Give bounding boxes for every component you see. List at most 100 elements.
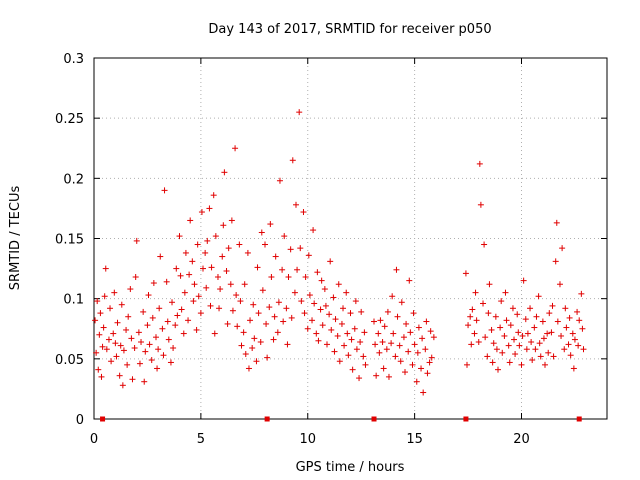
- baseline-marker: [264, 416, 270, 422]
- data-point: [250, 301, 257, 308]
- data-point: [492, 313, 499, 320]
- data-point: [402, 369, 409, 376]
- data-point: [562, 305, 569, 312]
- data-point: [228, 217, 235, 224]
- data-point: [343, 289, 350, 296]
- data-point: [537, 353, 544, 360]
- data-point: [383, 346, 390, 353]
- data-point: [335, 281, 342, 288]
- data-point: [207, 302, 214, 309]
- data-point: [119, 382, 126, 389]
- data-point: [138, 338, 145, 345]
- data-point: [185, 317, 192, 324]
- data-point: [542, 361, 549, 368]
- data-point: [241, 281, 248, 288]
- data-point: [244, 249, 251, 256]
- data-point: [100, 324, 107, 331]
- data-point: [502, 289, 509, 296]
- data-point: [561, 346, 568, 353]
- data-point: [477, 201, 484, 208]
- data-point: [167, 359, 174, 366]
- data-point: [178, 306, 185, 313]
- data-point: [224, 320, 231, 327]
- data-point: [300, 209, 307, 216]
- data-point: [114, 319, 121, 326]
- data-point: [249, 345, 256, 352]
- data-point: [428, 354, 435, 361]
- baseline-marker: [463, 416, 469, 422]
- data-point: [113, 353, 120, 360]
- data-point: [284, 341, 291, 348]
- baseline-markers: [100, 416, 582, 422]
- data-point: [274, 329, 281, 336]
- data-point: [523, 346, 530, 353]
- data-point: [305, 252, 312, 259]
- data-point: [174, 312, 181, 319]
- data-point: [509, 305, 516, 312]
- data-point: [385, 373, 392, 380]
- data-point: [467, 313, 474, 320]
- data-point: [146, 341, 153, 348]
- data-point: [111, 289, 118, 296]
- data-point: [423, 318, 430, 325]
- data-point: [519, 332, 526, 339]
- data-point: [563, 324, 570, 331]
- data-point: [93, 349, 100, 356]
- data-point: [338, 320, 345, 327]
- data-point: [288, 314, 295, 321]
- y-tick-label: 0.1: [63, 293, 84, 308]
- data-point: [376, 349, 383, 356]
- data-point: [181, 289, 188, 296]
- data-point: [186, 271, 193, 278]
- data-point: [229, 307, 236, 314]
- data-point: [157, 253, 164, 260]
- data-point: [512, 351, 519, 358]
- baseline-marker: [371, 416, 377, 422]
- data-point: [275, 299, 282, 306]
- data-point: [330, 294, 337, 301]
- data-point: [262, 241, 268, 248]
- data-point: [154, 365, 161, 372]
- data-point: [522, 316, 529, 323]
- data-point: [340, 305, 347, 312]
- data-point: [390, 330, 397, 337]
- data-point: [497, 324, 504, 331]
- data-point: [406, 277, 413, 284]
- data-point: [516, 342, 523, 349]
- x-tick-label: 5: [197, 432, 205, 447]
- data-point: [413, 378, 420, 385]
- y-tick-label: 0.2: [63, 172, 84, 187]
- data-point: [203, 284, 210, 291]
- data-point: [419, 335, 426, 342]
- data-point: [129, 376, 136, 383]
- data-point: [251, 335, 258, 342]
- data-point: [264, 354, 271, 361]
- data-point: [347, 310, 354, 317]
- data-point: [110, 330, 117, 337]
- data-point: [149, 314, 156, 321]
- data-point: [326, 311, 333, 318]
- data-point: [220, 222, 227, 229]
- data-point: [172, 322, 179, 329]
- data-point: [234, 323, 241, 330]
- y-tick-label: 0.15: [55, 233, 84, 248]
- data-point: [145, 292, 152, 299]
- data-point: [155, 346, 162, 353]
- data-point: [471, 330, 478, 337]
- data-point: [144, 322, 151, 329]
- data-point: [219, 253, 226, 260]
- data-point: [202, 249, 209, 256]
- data-point: [396, 342, 403, 349]
- data-point: [311, 300, 318, 307]
- data-point: [317, 306, 324, 313]
- data-point: [197, 310, 204, 317]
- data-point: [301, 310, 308, 317]
- data-point: [469, 306, 476, 313]
- data-point: [361, 329, 368, 336]
- data-point: [297, 245, 304, 252]
- data-point: [140, 308, 147, 315]
- data-point: [424, 370, 431, 377]
- data-point: [554, 318, 561, 325]
- data-point: [263, 320, 270, 327]
- data-point: [553, 219, 560, 226]
